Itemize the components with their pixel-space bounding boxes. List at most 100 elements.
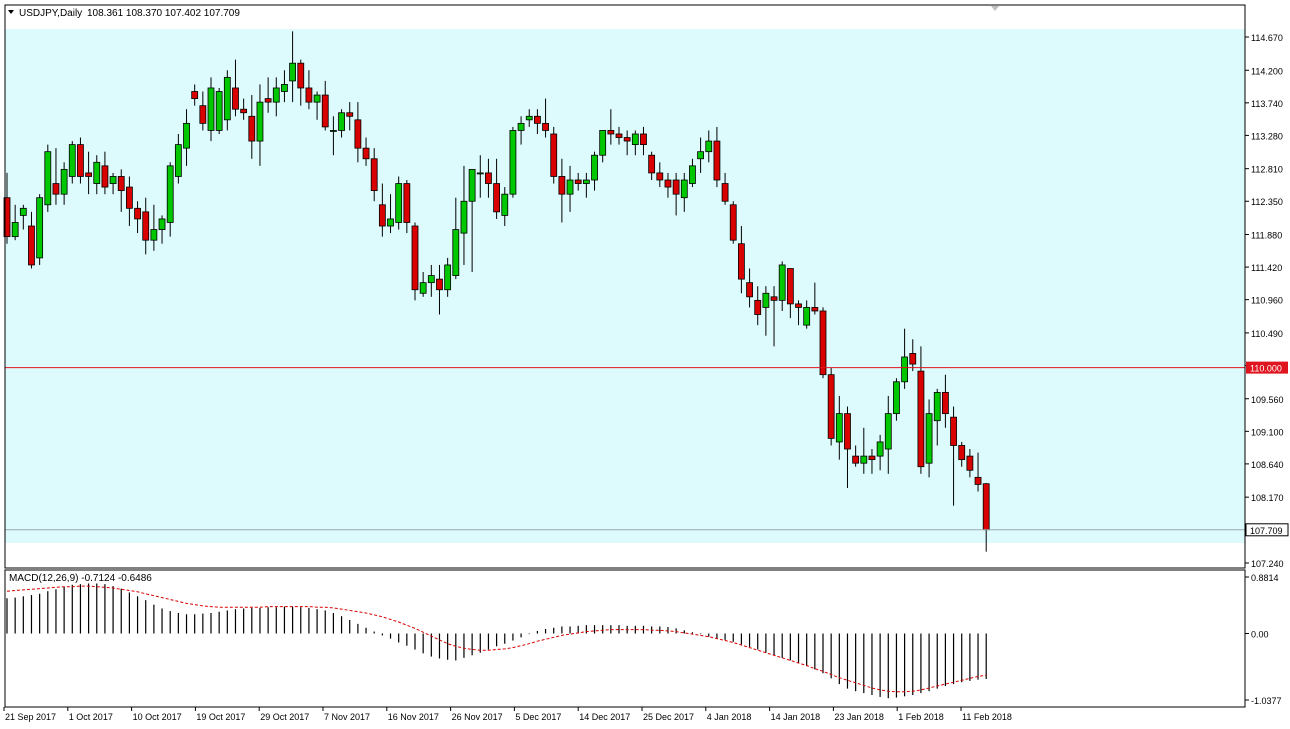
candle — [240, 98, 248, 120]
candle — [248, 95, 256, 159]
candle-body — [623, 137, 631, 142]
candle — [468, 168, 476, 273]
macd-layer — [6, 583, 987, 699]
candle-body — [77, 144, 84, 177]
candle-body — [460, 200, 468, 234]
price-tick-label: 111.420 — [1251, 263, 1282, 273]
candle — [493, 158, 501, 219]
candle-body — [827, 374, 835, 439]
time-tick-label: 29 Oct 2017 — [260, 712, 309, 722]
candle-body — [721, 183, 729, 202]
macd-label: MACD(12,26,9) -0.7124 -0.6486 — [9, 573, 152, 584]
candle — [884, 395, 892, 474]
candle — [868, 449, 876, 474]
ohlc-readout: 108.361 108.370 107.402 107.709 — [87, 8, 240, 19]
candle — [501, 187, 509, 227]
hline-tag-label: 110.000 — [1250, 364, 1282, 374]
candle-body — [517, 122, 525, 131]
candle-body — [795, 303, 802, 308]
price-tick-label: 114.670 — [1251, 33, 1283, 43]
candle-body — [166, 165, 174, 223]
candle-body — [248, 115, 256, 142]
candle — [778, 261, 786, 311]
candle — [623, 130, 631, 156]
price-tick-label: 112.350 — [1251, 197, 1283, 207]
candle — [558, 158, 566, 223]
candle — [256, 84, 264, 166]
candle-body — [786, 268, 794, 305]
time-tick-label: 1 Oct 2017 — [69, 712, 113, 722]
candle — [52, 148, 60, 205]
candle-body — [403, 183, 411, 223]
candle — [876, 434, 884, 471]
candle — [370, 148, 378, 202]
candle — [436, 264, 443, 315]
candle-body — [281, 84, 288, 92]
candle — [819, 307, 827, 379]
current-tag-box — [1245, 523, 1289, 537]
candle — [509, 126, 517, 198]
candle-body — [656, 172, 664, 181]
macd-tick-label: 0.00 — [1251, 629, 1269, 639]
candle-body — [697, 151, 704, 160]
candle-body — [207, 87, 215, 131]
price-tick-label: 111.880 — [1251, 231, 1282, 241]
candle-body — [672, 179, 680, 195]
candle — [966, 449, 974, 478]
time-tick-label: 16 Nov 2017 — [388, 712, 439, 722]
scroll-marker-icon[interactable] — [991, 6, 999, 11]
candle — [411, 222, 419, 301]
candle-body — [28, 225, 35, 266]
candle-body — [19, 207, 27, 216]
candle — [852, 445, 860, 467]
candle — [174, 133, 182, 184]
candle-body — [884, 413, 892, 450]
candle-body — [68, 144, 76, 177]
candle — [427, 264, 435, 297]
time-tick-label: 21 Sep 2017 — [5, 712, 56, 722]
candle-body — [109, 176, 117, 184]
symbol-label: USDJPY,Daily — [19, 8, 82, 19]
time-tick-label: 14 Dec 2017 — [579, 712, 630, 722]
candle — [93, 155, 101, 195]
candle — [313, 91, 321, 120]
candle-body — [289, 62, 297, 82]
candle — [150, 204, 158, 251]
candle-body — [640, 133, 647, 146]
candle-body — [297, 62, 305, 89]
candle — [207, 77, 215, 142]
candle-body — [689, 165, 696, 184]
candle-body — [754, 299, 762, 315]
candle-body — [811, 307, 819, 312]
price-tick-label: 109.560 — [1251, 395, 1284, 405]
hline-price-tag: 110.000 — [1246, 361, 1288, 374]
candle-body — [860, 455, 868, 464]
macd-tick-label: 0.8814 — [1251, 573, 1279, 583]
candle-body — [631, 133, 639, 146]
symbol-dropdown-icon[interactable] — [8, 10, 14, 14]
time-tick-label: 4 Jan 2018 — [707, 712, 752, 722]
candle — [264, 77, 272, 113]
price-tick-label: 109.100 — [1251, 427, 1284, 437]
candle — [134, 201, 141, 234]
candle — [607, 109, 615, 145]
candle — [631, 130, 639, 156]
candle — [933, 388, 941, 446]
candle — [19, 204, 27, 230]
candle-body — [550, 133, 558, 177]
candle — [697, 137, 704, 173]
candle — [974, 452, 982, 492]
candle-body — [493, 183, 501, 213]
candle — [166, 162, 174, 237]
candle — [395, 176, 403, 230]
candle — [786, 268, 794, 319]
candle-body — [534, 115, 541, 124]
candle — [591, 151, 598, 191]
candle — [754, 286, 762, 326]
candle-body — [607, 130, 615, 135]
candle — [713, 126, 721, 188]
candle — [795, 300, 802, 326]
candle — [338, 109, 345, 138]
candle-body — [150, 229, 158, 241]
